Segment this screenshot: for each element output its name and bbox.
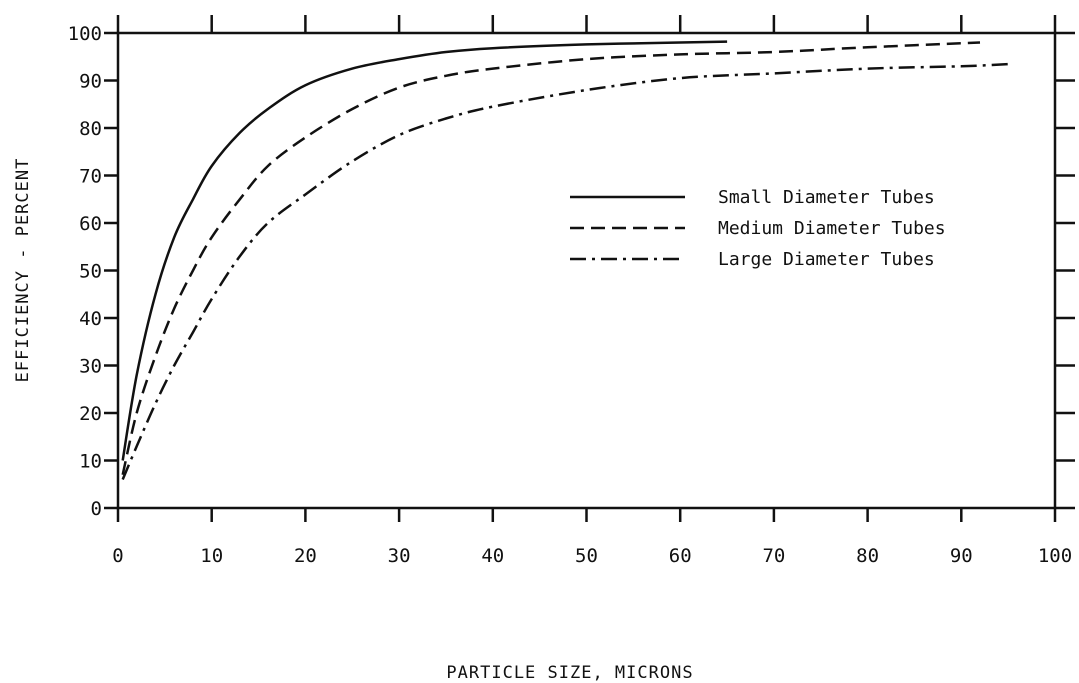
y-tick-label: 70 — [79, 166, 102, 188]
x-tick-label: 80 — [856, 545, 879, 567]
series-line-2 — [121, 62, 1013, 480]
y-tick-label: 30 — [79, 356, 102, 378]
y-tick-label: 90 — [79, 71, 102, 93]
legend-label: Large Diameter Tubes — [718, 249, 935, 270]
y-tick-label: 60 — [79, 213, 102, 235]
x-tick-label: 40 — [481, 545, 504, 567]
y-tick-label: 20 — [79, 403, 102, 425]
series-layer — [121, 40, 1013, 480]
x-tick-label: 100 — [1038, 545, 1072, 567]
x-tick-label: 10 — [200, 545, 223, 567]
x-tick-label: 60 — [669, 545, 692, 567]
y-tick-label: 0 — [91, 498, 102, 520]
plot-frame — [116, 31, 1057, 510]
x-tick-label: 50 — [575, 545, 598, 567]
series-line-1 — [121, 41, 981, 476]
y-tick-label: 100 — [68, 23, 102, 45]
y-axis-title: EFFICIENCY - PERCENT — [13, 158, 33, 383]
y-tick-label: 80 — [79, 118, 102, 140]
legend: Small Diameter Tubes Medium Diameter Tube… — [570, 187, 946, 270]
x-tick-label: 90 — [950, 545, 973, 567]
axes-layer: 0 10 20 30 40 50 60 70 80 90 100 0 10 20 30 40 50 60 70 80 9… — [68, 15, 1075, 567]
y-tick-label: 10 — [79, 451, 102, 473]
legend-label: Medium Diameter Tubes — [718, 218, 946, 239]
x-tick-label: 20 — [294, 545, 317, 567]
legend-label: Small Diameter Tubes — [718, 187, 935, 208]
y-tick-label: 40 — [79, 308, 102, 330]
series-line-0 — [121, 40, 728, 461]
x-axis-title: PARTICLE SIZE, MICRONS — [446, 663, 693, 683]
x-tick-label: 70 — [762, 545, 785, 567]
y-tick-label: 50 — [79, 261, 102, 283]
x-tick-label: 0 — [112, 545, 123, 567]
x-tick-label: 30 — [388, 545, 411, 567]
